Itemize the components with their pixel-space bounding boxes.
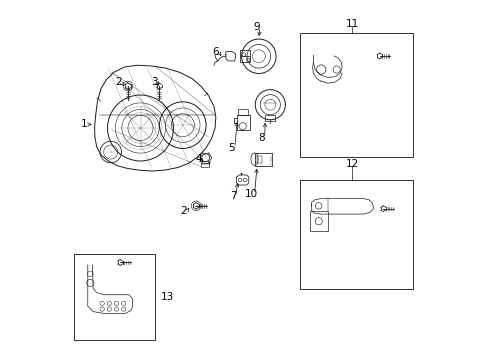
Bar [265,116,275,121]
Text: 5: 5 [228,143,235,153]
Bar [309,211,327,231]
Bar [237,116,249,130]
Text: 2: 2 [115,77,122,87]
Text: 2: 2 [180,206,186,216]
Bar [240,50,250,62]
Text: 1: 1 [81,120,87,129]
Text: 4: 4 [195,154,202,164]
Bar [254,153,272,166]
Bar [300,180,412,289]
Text: 6: 6 [212,46,219,57]
Text: 12: 12 [345,158,358,168]
Text: 3: 3 [150,77,157,87]
Bar [300,33,412,157]
Text: 7: 7 [229,191,236,201]
Text: 10: 10 [244,189,258,199]
Bar [238,109,248,116]
Bar [74,253,155,339]
Text: 8: 8 [258,133,264,143]
Text: 13: 13 [161,292,174,302]
Text: 9: 9 [253,22,260,32]
Bar [201,161,209,167]
Text: 11: 11 [345,19,358,29]
Bar [256,156,262,163]
